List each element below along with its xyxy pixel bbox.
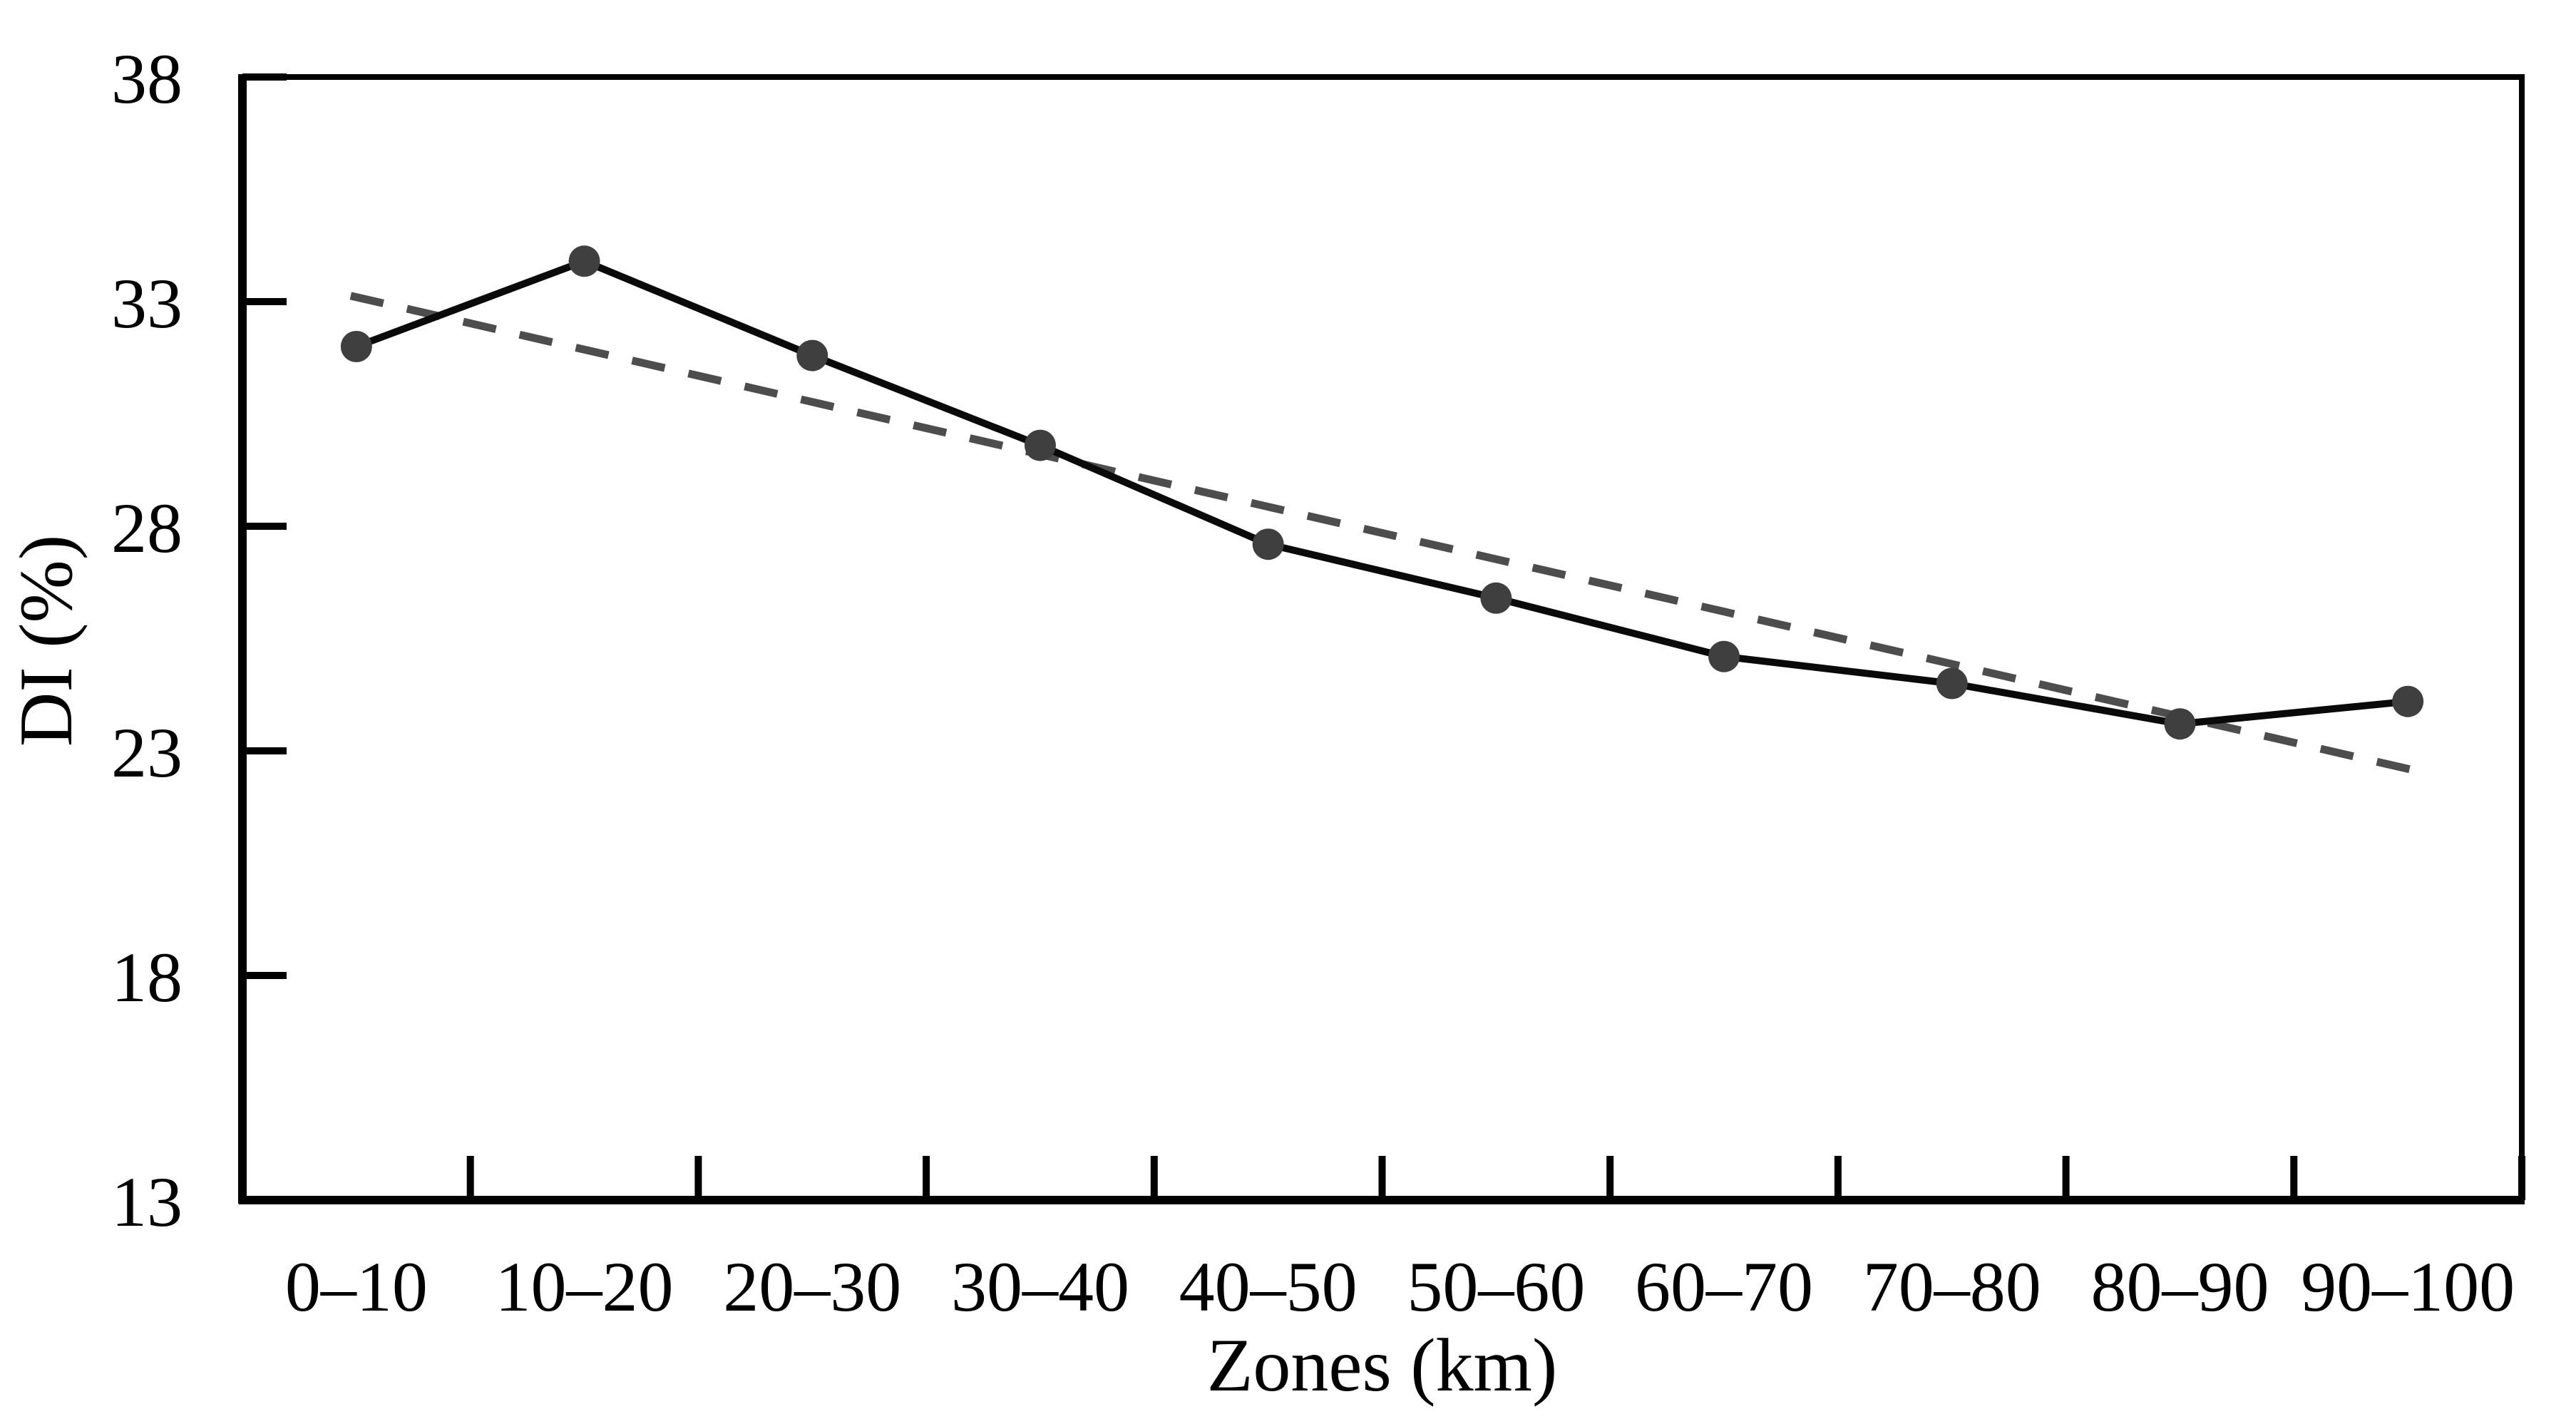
x-tick-label: 40–50 [1179, 1247, 1358, 1326]
x-tick-label: 20–30 [723, 1247, 901, 1326]
y-axis-title: DI (%) [4, 535, 88, 747]
x-axis-title: Zones (km) [1207, 1323, 1558, 1407]
data-point-marker [1252, 528, 1284, 560]
data-points [340, 245, 2424, 740]
y-tick-label: 28 [111, 488, 183, 568]
data-point-marker [2164, 708, 2196, 740]
data-point-marker [568, 245, 600, 277]
x-tick-label: 60–70 [1635, 1247, 1813, 1326]
x-tick-labels: 0–10 10–20 20–30 30–40 40–50 50–60 60–70 70–80 8… [285, 1247, 2515, 1326]
x-tick-label: 80–90 [2090, 1247, 2269, 1326]
y-tick-label: 33 [111, 264, 183, 343]
y-tick-label: 18 [111, 938, 183, 1017]
y-tick-label: 38 [111, 39, 183, 118]
x-tick-label: 10–20 [496, 1247, 674, 1326]
data-point-marker [1480, 582, 1512, 614]
trend-line [349, 292, 2420, 776]
x-tick-label: 50–60 [1407, 1247, 1585, 1326]
y-ticks [242, 73, 287, 1204]
series-line [352, 257, 2412, 728]
data-point-marker [796, 339, 828, 372]
data-point-marker [1708, 640, 1740, 672]
x-tick-label: 30–40 [951, 1247, 1129, 1326]
data-point-marker [2392, 685, 2424, 717]
x-tick-label: 70–80 [1863, 1247, 2041, 1326]
x-tick-label: 0–10 [285, 1247, 428, 1326]
data-point-marker [340, 331, 372, 362]
y-tick-label: 13 [111, 1162, 183, 1241]
y-tick-labels: 13 18 23 28 33 38 [111, 39, 183, 1241]
data-point-marker [1024, 429, 1056, 461]
x-tick-label: 90–100 [2301, 1247, 2515, 1326]
y-tick-label: 23 [111, 713, 183, 792]
x-ticks [239, 1156, 2525, 1200]
data-point-marker [1936, 667, 1968, 700]
